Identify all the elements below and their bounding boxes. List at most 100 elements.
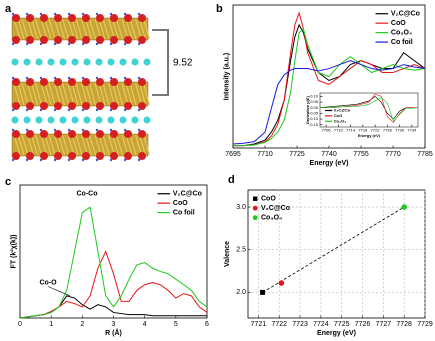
series-line — [233, 23, 426, 147]
legend-label: Co₃O₄ — [261, 214, 282, 221]
atom-o — [124, 152, 132, 160]
atom-o — [138, 130, 146, 138]
atom-o — [12, 130, 20, 138]
x-tick-label: 5 — [174, 321, 178, 328]
atom-o — [82, 130, 90, 138]
bond — [98, 82, 106, 106]
x-tick-label: 7714 — [346, 128, 356, 133]
bond — [84, 134, 93, 156]
y-axis-label: FT (k²χ(k)) — [11, 235, 18, 269]
bond — [61, 18, 70, 40]
atom-h — [137, 12, 141, 16]
atom-o — [68, 14, 76, 22]
atom-h — [67, 158, 71, 162]
y-axis-label: Valence — [224, 241, 231, 267]
atom-h — [109, 128, 113, 132]
atom-o — [40, 152, 48, 160]
atom-cation — [35, 116, 43, 124]
atom-h — [11, 42, 15, 46]
bond — [67, 134, 75, 156]
atom-h — [123, 158, 127, 162]
bond — [138, 134, 147, 156]
bond — [142, 82, 151, 106]
x-tick-label: 7729 — [417, 321, 433, 328]
bond — [115, 134, 124, 156]
legend-label: Co₃O₄ — [391, 29, 412, 36]
atom-h — [137, 108, 141, 112]
atom-o — [96, 14, 104, 22]
atom-cation — [71, 116, 79, 124]
bond — [61, 134, 70, 156]
atom-o — [12, 78, 20, 86]
bond — [111, 18, 120, 40]
bond — [44, 82, 52, 106]
bond — [57, 134, 66, 156]
legend-label: Co foil — [173, 209, 195, 216]
bond — [40, 18, 48, 40]
atom-h — [67, 128, 71, 132]
bond — [125, 18, 133, 40]
atom-o — [68, 78, 76, 86]
bond — [94, 18, 102, 40]
bond — [94, 134, 102, 156]
atom-o — [40, 130, 48, 138]
atom-cation — [35, 58, 43, 66]
atom-o — [54, 102, 62, 110]
plot-frame — [247, 189, 426, 319]
atom-cation — [47, 58, 55, 66]
bond — [30, 134, 39, 156]
atom-o — [40, 78, 48, 86]
atom-h — [25, 42, 29, 46]
atom-cation — [83, 58, 91, 66]
bond — [13, 134, 21, 156]
atom-h — [25, 108, 29, 112]
atom-o — [96, 130, 104, 138]
atom-o — [54, 14, 62, 22]
atom-cation — [59, 116, 67, 124]
x-tick-label: 7734 — [407, 128, 417, 133]
bond — [71, 82, 79, 106]
bond — [111, 134, 120, 156]
atom-cation — [107, 58, 115, 66]
atom-o — [96, 102, 104, 110]
bond — [84, 82, 93, 106]
x-tick-label: 7722 — [271, 321, 287, 328]
annotation-arrow — [47, 286, 70, 297]
bond — [34, 18, 43, 40]
atom-o — [110, 152, 118, 160]
atom-o — [68, 152, 76, 160]
bond — [111, 82, 120, 106]
y-tick-label: 0.10 — [310, 93, 319, 98]
atom-h — [67, 42, 71, 46]
bond — [84, 18, 93, 40]
atom-h — [11, 108, 15, 112]
bond — [80, 18, 89, 40]
atom-h — [123, 12, 127, 16]
atom-cation — [131, 116, 139, 124]
bond — [53, 134, 62, 156]
bond — [121, 18, 129, 40]
atom-h — [109, 12, 113, 16]
bond — [75, 18, 83, 40]
atom-h — [109, 76, 113, 80]
atom-o — [96, 36, 104, 44]
bond — [53, 82, 62, 106]
bond — [102, 82, 110, 106]
atom-o — [12, 36, 20, 44]
bond — [107, 18, 116, 40]
atom-o — [12, 14, 20, 22]
atom-cation — [107, 116, 115, 124]
x-tick-label: 7725 — [289, 151, 305, 158]
x-tick-label: 7724 — [313, 321, 329, 328]
legend-label: V₂C@Co — [391, 11, 420, 18]
atom-h — [95, 42, 99, 46]
atom-o — [82, 152, 90, 160]
atom-h — [81, 42, 85, 46]
x-tick-label: 7726 — [355, 321, 371, 328]
bond — [13, 82, 21, 106]
bond — [34, 134, 43, 156]
atom-o — [96, 152, 104, 160]
atom-h — [39, 12, 43, 16]
atom-h — [25, 128, 29, 132]
atom-o — [124, 36, 132, 44]
